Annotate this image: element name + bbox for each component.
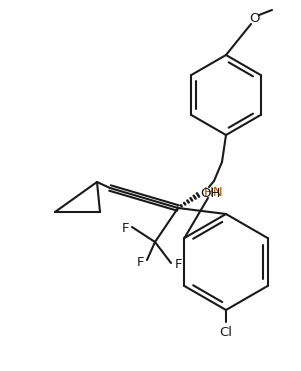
- Text: Cl: Cl: [219, 325, 232, 338]
- Text: OH: OH: [200, 187, 220, 200]
- Text: F: F: [137, 256, 145, 269]
- Text: O: O: [250, 12, 260, 24]
- Text: F: F: [175, 259, 183, 272]
- Text: HN: HN: [204, 186, 224, 198]
- Text: F: F: [122, 221, 130, 234]
